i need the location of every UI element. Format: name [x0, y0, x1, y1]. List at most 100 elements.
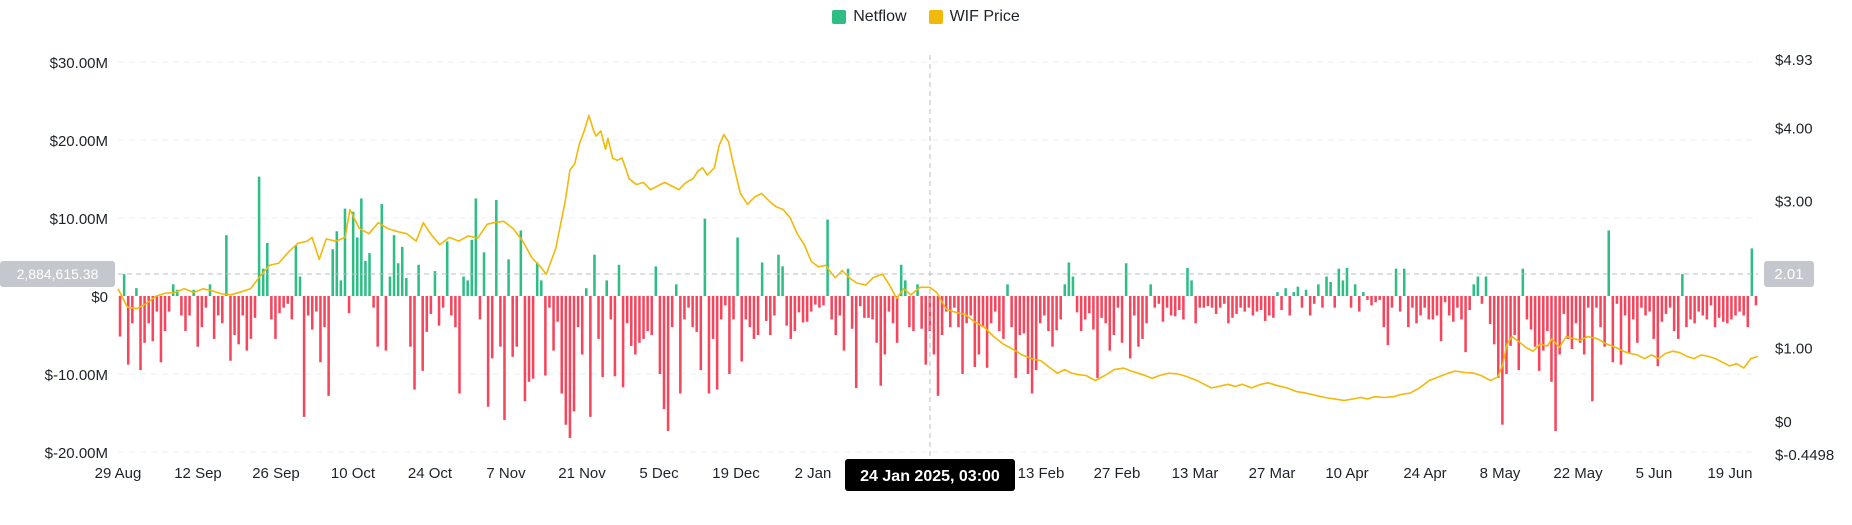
netflow-bar [1296, 286, 1300, 296]
netflow-bar [1182, 296, 1185, 320]
netflow-bar [445, 241, 449, 296]
netflow-bar [1709, 296, 1713, 306]
netflow-bar [1141, 296, 1144, 339]
x-axis-tick-label: 21 Nov [558, 465, 606, 482]
netflow-bar [760, 262, 764, 296]
netflow-bar [859, 296, 862, 307]
netflow-bar [155, 296, 159, 312]
netflow-bar [180, 296, 183, 316]
netflow-bar [1521, 268, 1525, 296]
netflow-bar [384, 296, 388, 351]
x-axis-tick-label: 8 May [1480, 465, 1521, 482]
x-axis-tick-label: 26 Sep [252, 465, 300, 482]
netflow-bar [1439, 296, 1443, 342]
netflow-bar [1717, 296, 1721, 318]
netflow-bar [143, 296, 146, 343]
netflow-bar [1693, 296, 1696, 324]
netflow-bar [1640, 296, 1643, 308]
netflow-bar [1726, 296, 1729, 324]
netflow-bar [630, 296, 633, 346]
netflow-bar [744, 296, 748, 320]
netflow-bar [1321, 296, 1324, 308]
netflow-bar [585, 288, 588, 296]
netflow-bar [957, 296, 960, 328]
netflow-bar [478, 296, 482, 320]
netflow-bar [613, 296, 617, 377]
netflow-bar [1353, 284, 1357, 296]
netflow-bar [1014, 296, 1017, 378]
netflow-bar [368, 253, 371, 296]
netflow-bar [1235, 296, 1238, 314]
netflow-bar [327, 296, 330, 396]
netflow-bar [1525, 296, 1529, 320]
netflow-bar [601, 296, 604, 378]
netflow-bar [953, 296, 956, 308]
netflow-bar [1672, 296, 1676, 332]
netflow-bar [1603, 296, 1606, 347]
netflow-bar [1317, 284, 1320, 296]
netflow-bar [748, 296, 752, 328]
netflow-bar [1169, 296, 1173, 316]
x-axis-tick-label: 10 Apr [1325, 465, 1368, 482]
netflow-bar [450, 296, 453, 316]
netflow-bar [1542, 296, 1545, 351]
netflow-bar [977, 296, 981, 355]
netflow-bar [985, 296, 989, 368]
netflow-bar [1210, 296, 1214, 308]
netflow-bar [1231, 296, 1234, 318]
netflow-bar [1104, 296, 1107, 324]
netflow-bar [703, 218, 707, 296]
netflow-bar [679, 296, 682, 394]
netflow-bar [695, 296, 698, 332]
netflow-bar [1268, 296, 1271, 316]
netflow-bar [1202, 296, 1206, 308]
netflow-bar [949, 296, 952, 328]
legend-item-netflow[interactable]: Netflow [832, 8, 907, 26]
netflow-bar [1701, 296, 1705, 316]
netflow-bar [707, 296, 711, 394]
netflow-bar [282, 296, 285, 308]
netflow-bar [458, 296, 461, 394]
netflow-bar [818, 296, 821, 308]
netflow-bar [1676, 296, 1680, 339]
netflow-bar [1427, 296, 1431, 320]
netflow-bar [965, 296, 968, 324]
netflow-bar [589, 296, 592, 417]
left-axis-tick-label: $-20.00M [45, 445, 108, 462]
wif-price-swatch [928, 10, 943, 24]
netflow-bar [646, 296, 649, 332]
netflow-bar [1374, 296, 1377, 303]
netflow-bar [319, 296, 322, 363]
right-axis-tick-label: $1.00 [1775, 341, 1813, 358]
netflow-bar [1611, 296, 1615, 363]
right-axis-tick-label: $4.93 [1775, 52, 1813, 69]
netflow-bar [131, 296, 134, 324]
netflow-bar [1394, 268, 1398, 296]
netflow-bar [237, 296, 240, 345]
netflow-bar [1484, 276, 1488, 296]
x-axis-tick-label: 5 Dec [639, 465, 679, 482]
netflow-bar [1738, 296, 1741, 312]
netflow-bar [1554, 296, 1557, 431]
netflow-bar [511, 296, 514, 357]
netflow-bar [846, 268, 850, 296]
netflow-bar [670, 296, 674, 328]
netflow-bar [1300, 296, 1304, 308]
netflow-bar [1636, 296, 1639, 343]
netflow-bar [1010, 296, 1013, 328]
netflow-bar [1754, 296, 1758, 306]
legend-item-wif-price[interactable]: WIF Price [928, 8, 1020, 26]
netflow-bar [495, 200, 498, 296]
legend-label-wif-price: WIF Price [949, 8, 1020, 25]
netflow-bar [1083, 296, 1087, 320]
netflow-bar [728, 296, 731, 374]
netflow-bar [572, 296, 576, 412]
netflow-bar [1501, 296, 1504, 425]
x-axis-tick-label: 27 Feb [1094, 465, 1141, 482]
netflow-bar [1407, 296, 1410, 328]
netflow-bar [392, 235, 396, 296]
netflow-bar [940, 296, 944, 335]
netflow-bar [1443, 296, 1447, 303]
netflow-bar [200, 296, 204, 328]
